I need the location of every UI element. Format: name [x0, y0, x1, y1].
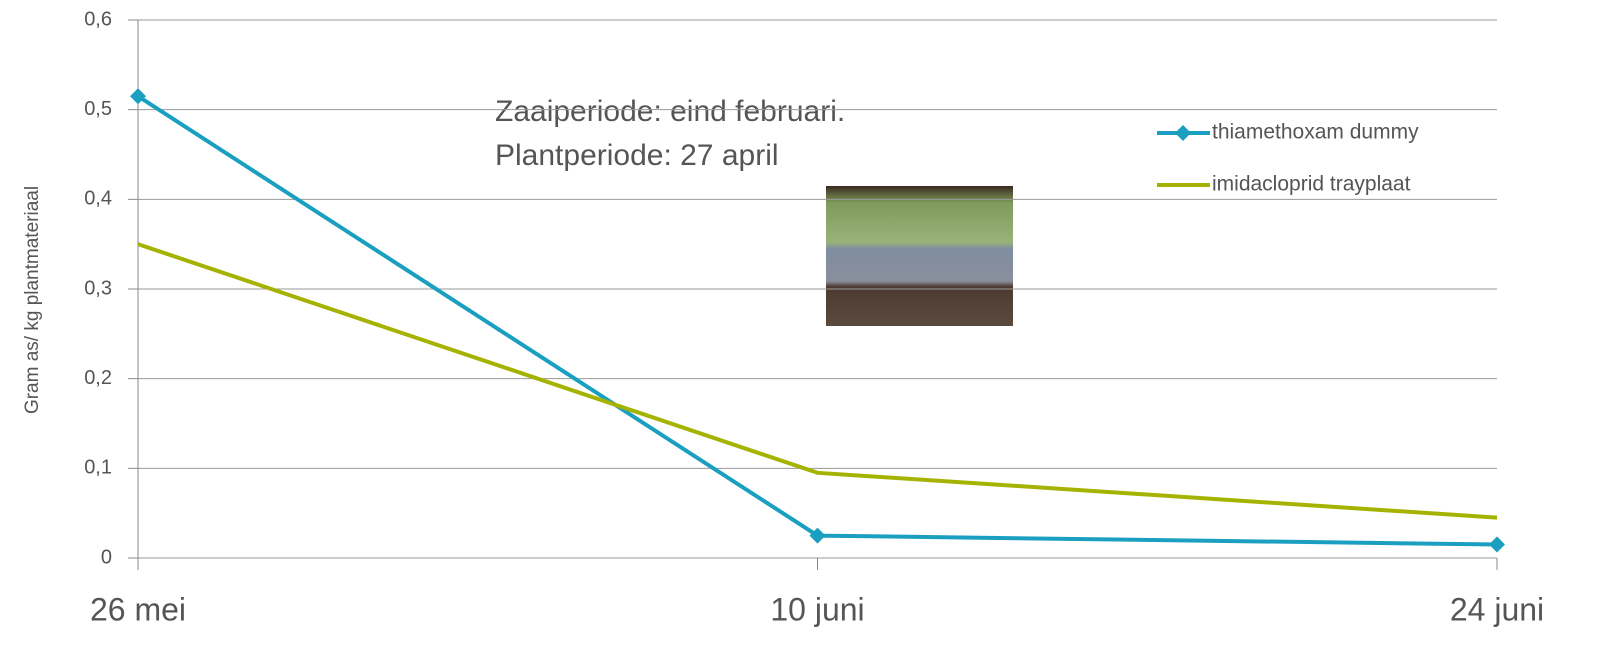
x-tick-label: 24 juni [1450, 591, 1544, 627]
y-tick-label: 0,1 [84, 457, 112, 479]
point-marker [1489, 536, 1505, 553]
legend-marker [1175, 125, 1191, 141]
annotation: Plantperiode: 27 april [495, 139, 779, 172]
series-line [137, 242, 1498, 520]
legend-label: imidacloprid trayplaat [1212, 173, 1411, 196]
point-marker [130, 88, 146, 105]
annotation: Zaaiperiode: eind februari. [495, 95, 845, 128]
y-tick-label: 0,2 [84, 367, 112, 389]
y-tick-label: 0,5 [84, 98, 112, 120]
y-tick-label: 0,6 [84, 8, 112, 30]
series-line [136, 94, 1498, 547]
photo [826, 186, 1013, 326]
x-tick-label: 26 mei [90, 591, 186, 627]
y-tick-label: 0,3 [84, 277, 112, 299]
legend-label: thiamethoxam dummy [1212, 121, 1419, 144]
y-axis-label: Gram as/ kg plantmateriaal [22, 186, 43, 414]
point-marker [809, 527, 826, 544]
y-tick-label: 0,4 [84, 188, 112, 210]
y-tick-label: 0 [101, 546, 112, 568]
x-tick-label: 10 juni [770, 591, 864, 627]
